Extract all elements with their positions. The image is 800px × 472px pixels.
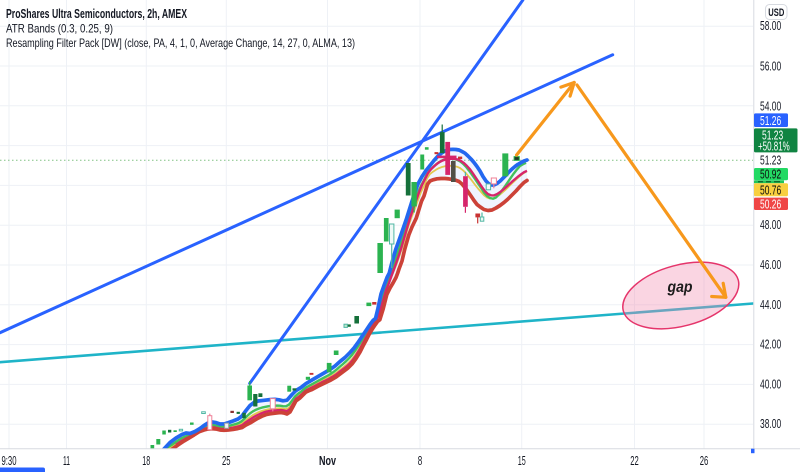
- svg-text:8: 8: [418, 453, 423, 468]
- svg-text:51.26: 51.26: [760, 113, 781, 128]
- svg-text:56.00: 56.00: [760, 58, 781, 73]
- svg-text:40.00: 40.00: [760, 376, 781, 391]
- svg-text:50.76: 50.76: [760, 182, 781, 197]
- svg-text:ATR Bands (0.3, 0.25, 9): ATR Bands (0.3, 0.25, 9): [6, 21, 113, 35]
- svg-text:22: 22: [630, 453, 639, 468]
- svg-text:gap: gap: [667, 279, 693, 296]
- svg-text:Nov: Nov: [319, 453, 337, 468]
- svg-text:50.26: 50.26: [760, 196, 781, 211]
- svg-text:46.00: 46.00: [760, 257, 781, 272]
- svg-text:44.00: 44.00: [760, 297, 781, 312]
- svg-text:51.23: 51.23: [762, 128, 783, 143]
- svg-text:42.00: 42.00: [760, 337, 781, 352]
- svg-text:18: 18: [142, 453, 150, 468]
- svg-text:+50.81%: +50.81%: [758, 139, 790, 154]
- svg-text:Resampling Filter Pack [DW] (c: Resampling Filter Pack [DW] (close, PA, …: [6, 36, 355, 50]
- svg-text:11: 11: [63, 453, 70, 468]
- svg-text:ProShares Ultra Semiconductors: ProShares Ultra Semiconductors, 2h, AMEX: [6, 7, 187, 21]
- svg-text:9:30: 9:30: [2, 453, 17, 468]
- svg-text:58.00: 58.00: [760, 18, 781, 33]
- svg-text:38.00: 38.00: [760, 416, 781, 431]
- svg-text:USD: USD: [768, 7, 784, 19]
- svg-text:48.00: 48.00: [760, 217, 781, 232]
- svg-text:54.00: 54.00: [760, 99, 781, 114]
- svg-text:26: 26: [700, 453, 709, 468]
- svg-text:15: 15: [518, 453, 526, 468]
- svg-text:50.92: 50.92: [760, 167, 781, 182]
- svg-text:25: 25: [222, 453, 231, 468]
- svg-text:51.23: 51.23: [760, 153, 781, 168]
